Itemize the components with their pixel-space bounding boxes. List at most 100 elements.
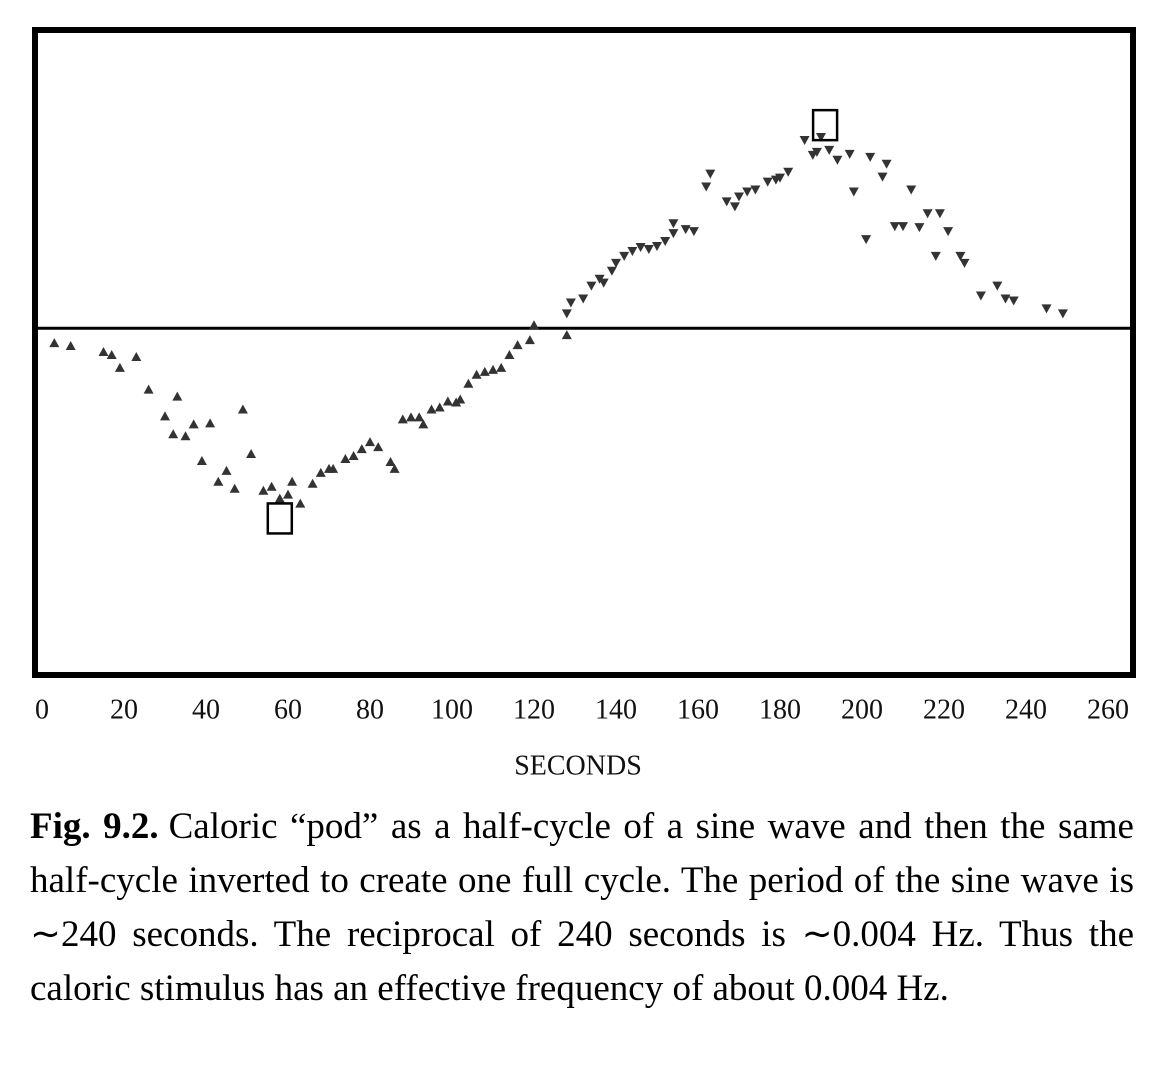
data-point (348, 451, 359, 461)
data-point (463, 378, 474, 388)
data-point (824, 145, 835, 155)
data-point (729, 202, 740, 212)
x-tick-label: 0 (35, 694, 49, 725)
data-point (356, 444, 367, 454)
data-point (307, 478, 318, 488)
data-point (705, 169, 716, 179)
data-point (742, 187, 753, 197)
data-point (98, 347, 109, 357)
data-point (168, 429, 179, 439)
data-point (565, 298, 576, 308)
x-tick-label: 140 (595, 694, 637, 725)
data-point (578, 294, 589, 304)
data-point (688, 227, 699, 237)
data-point (442, 396, 453, 406)
data-point (385, 456, 396, 466)
data-point (881, 159, 892, 169)
data-point (943, 227, 954, 237)
data-point (877, 172, 888, 182)
data-point (750, 185, 761, 195)
data-point (611, 258, 621, 268)
x-tick-label: 200 (841, 694, 883, 725)
data-point (627, 246, 638, 256)
data-point (131, 351, 142, 361)
data-point (287, 476, 298, 486)
data-point (955, 251, 966, 261)
data-point (512, 340, 523, 350)
data-point (832, 155, 843, 165)
data-point (762, 177, 773, 187)
x-tick-label: 80 (356, 694, 384, 725)
plot-frame (32, 27, 1136, 678)
data-point (504, 349, 515, 359)
data-point (1008, 296, 1019, 306)
data-point (844, 149, 855, 159)
data-point (246, 449, 257, 459)
data-point (49, 338, 60, 348)
data-point (295, 498, 306, 508)
data-point (811, 108, 839, 142)
data-point (775, 173, 785, 183)
data-point (861, 235, 872, 245)
data-point (914, 223, 925, 233)
caption-label: Fig. 9.2. (30, 806, 159, 847)
data-point (258, 485, 269, 495)
x-tick-label: 60 (274, 694, 302, 725)
data-point (213, 476, 224, 486)
data-point (266, 502, 294, 535)
data-point (205, 418, 216, 428)
data-point (529, 320, 539, 330)
data-point (1000, 294, 1011, 304)
data-point (660, 237, 671, 247)
data-point (479, 366, 490, 376)
data-point (406, 412, 416, 422)
x-tick-label: 40 (192, 694, 220, 725)
data-point (283, 489, 293, 499)
data-point (365, 437, 375, 447)
data-point (889, 222, 900, 232)
x-tick-label: 100 (431, 694, 473, 725)
data-point (799, 135, 810, 145)
data-point (606, 266, 617, 276)
x-tick-label: 220 (923, 694, 965, 725)
x-tick-label: 120 (513, 694, 555, 725)
data-point (619, 251, 630, 261)
data-point (975, 291, 986, 301)
data-point (668, 219, 679, 229)
data-point (315, 467, 326, 477)
data-point (992, 281, 1003, 291)
data-point (143, 384, 154, 394)
chart: SECONDS 0 20 40 60 80 100 120 140 160 180 200 220 24… (32, 27, 1136, 781)
data-point (488, 364, 498, 374)
data-point (721, 197, 732, 207)
caption: Fig. 9.2. Caloric “pod” as a half-cycle o… (30, 800, 1134, 1016)
data-point (586, 281, 597, 291)
data-point (865, 152, 876, 162)
x-tick-label: 260 (1087, 694, 1129, 725)
data-point (188, 419, 199, 429)
data-point (434, 402, 445, 412)
data-point (643, 244, 654, 254)
data-point (680, 225, 691, 235)
data-point (959, 258, 970, 268)
caption-text: Caloric “pod” as a half-cycle of a sine … (30, 806, 1134, 1009)
data-point (816, 133, 826, 143)
data-point (65, 341, 76, 351)
data-point (114, 362, 125, 372)
data-point (426, 404, 437, 414)
data-point (418, 419, 429, 429)
data-point (414, 412, 425, 422)
data-point (266, 481, 277, 491)
data-point (930, 251, 941, 261)
data-point (455, 394, 466, 404)
data-point (471, 369, 482, 379)
data-point (496, 362, 507, 372)
x-tick-label: 180 (759, 694, 801, 725)
data-point (906, 185, 917, 195)
data-point (635, 242, 646, 252)
x-axis-label: SECONDS (514, 750, 642, 781)
data-point (373, 442, 384, 452)
data-point (561, 309, 572, 319)
data-point (561, 330, 572, 340)
